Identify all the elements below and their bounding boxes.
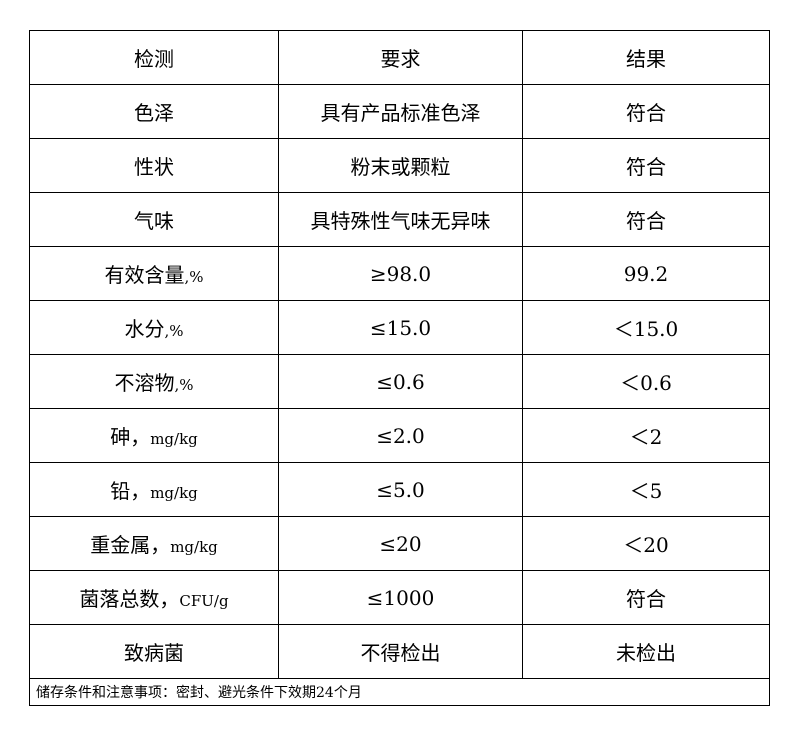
requirement-cell: ≤0.6 <box>278 354 523 409</box>
header-requirement: 要求 <box>278 30 523 85</box>
test-item-cell: 性状 <box>29 138 279 193</box>
result-cell: ＜20 <box>522 516 770 571</box>
table-row: 气味 具特殊性气味无异味 符合 <box>29 192 770 247</box>
test-item-cell: 重金属，mg/kg <box>29 516 279 571</box>
test-item: 铅， <box>110 479 151 503</box>
header-result: 结果 <box>522 30 770 85</box>
test-item: 致病菌 <box>124 641 184 665</box>
test-item: 色泽 <box>134 101 174 125</box>
table-row: 砷，mg/kg ≤2.0 ＜2 <box>29 408 770 463</box>
test-item: 有效含量 <box>104 263 185 287</box>
requirement-cell: 粉末或颗粒 <box>278 138 523 193</box>
test-unit: ,% <box>164 322 184 340</box>
table-row: 色泽 具有产品标准色泽 符合 <box>29 84 770 139</box>
test-item-cell: 水分,% <box>29 300 279 355</box>
result-cell: ＜2 <box>522 408 770 463</box>
requirement-cell: ≥98.0 <box>278 246 523 301</box>
test-item: 不溶物 <box>114 371 175 395</box>
requirement-cell: 不得检出 <box>278 624 523 679</box>
result-cell: ＜15.0 <box>522 300 770 355</box>
table-row: 水分,% ≤15.0 ＜15.0 <box>29 300 770 355</box>
result-cell: 符合 <box>522 138 770 193</box>
test-item: 水分 <box>124 317 165 341</box>
header-test: 检测 <box>29 30 279 85</box>
test-item-cell: 铅，mg/kg <box>29 462 279 517</box>
test-item: 砷， <box>110 425 151 449</box>
test-item-cell: 菌落总数，CFU/g <box>29 570 279 625</box>
test-item-cell: 致病菌 <box>29 624 279 679</box>
test-item-cell: 有效含量,% <box>29 246 279 301</box>
result-cell: 符合 <box>522 84 770 139</box>
result-cell: 99.2 <box>522 246 770 301</box>
test-unit: CFU/g <box>179 592 229 610</box>
table-row: 性状 粉末或颗粒 符合 <box>29 138 770 193</box>
requirement-cell: ≤1000 <box>278 570 523 625</box>
test-item: 气味 <box>134 209 174 233</box>
storage-note: 储存条件和注意事项：密封、避光条件下效期24个月 <box>29 678 770 706</box>
table-header-row: 检测 要求 结果 <box>29 30 770 85</box>
test-item: 性状 <box>134 155 174 179</box>
requirement-cell: 具有产品标准色泽 <box>278 84 523 139</box>
table-row: 有效含量,% ≥98.0 99.2 <box>29 246 770 301</box>
test-item-cell: 色泽 <box>29 84 279 139</box>
requirement-cell: 具特殊性气味无异味 <box>278 192 523 247</box>
result-cell: 符合 <box>522 570 770 625</box>
table-row: 菌落总数，CFU/g ≤1000 符合 <box>29 570 770 625</box>
footer-row: 储存条件和注意事项：密封、避光条件下效期24个月 <box>29 678 770 706</box>
result-cell: ＜0.6 <box>522 354 770 409</box>
inspection-table: 检测 要求 结果 色泽 具有产品标准色泽 符合 性状 粉末或颗粒 符合 气味 具特殊性气味无异… <box>29 30 770 706</box>
test-item-cell: 气味 <box>29 192 279 247</box>
table-row: 不溶物,% ≤0.6 ＜0.6 <box>29 354 770 409</box>
requirement-cell: ≤20 <box>278 516 523 571</box>
result-cell: 符合 <box>522 192 770 247</box>
requirement-cell: ≤5.0 <box>278 462 523 517</box>
requirement-cell: ≤15.0 <box>278 300 523 355</box>
test-item-cell: 砷，mg/kg <box>29 408 279 463</box>
test-unit: mg/kg <box>170 538 218 556</box>
result-cell: 未检出 <box>522 624 770 679</box>
result-cell: ＜5 <box>522 462 770 517</box>
test-unit: mg/kg <box>150 484 198 502</box>
table-row: 重金属，mg/kg ≤20 ＜20 <box>29 516 770 571</box>
requirement-cell: ≤2.0 <box>278 408 523 463</box>
test-unit: ,% <box>184 268 204 286</box>
table-row: 致病菌 不得检出 未检出 <box>29 624 770 679</box>
test-unit: ,% <box>174 376 194 394</box>
test-item: 重金属， <box>90 533 171 557</box>
test-item: 菌落总数， <box>79 587 180 611</box>
test-item-cell: 不溶物,% <box>29 354 279 409</box>
test-unit: mg/kg <box>150 430 198 448</box>
table-row: 铅，mg/kg ≤5.0 ＜5 <box>29 462 770 517</box>
